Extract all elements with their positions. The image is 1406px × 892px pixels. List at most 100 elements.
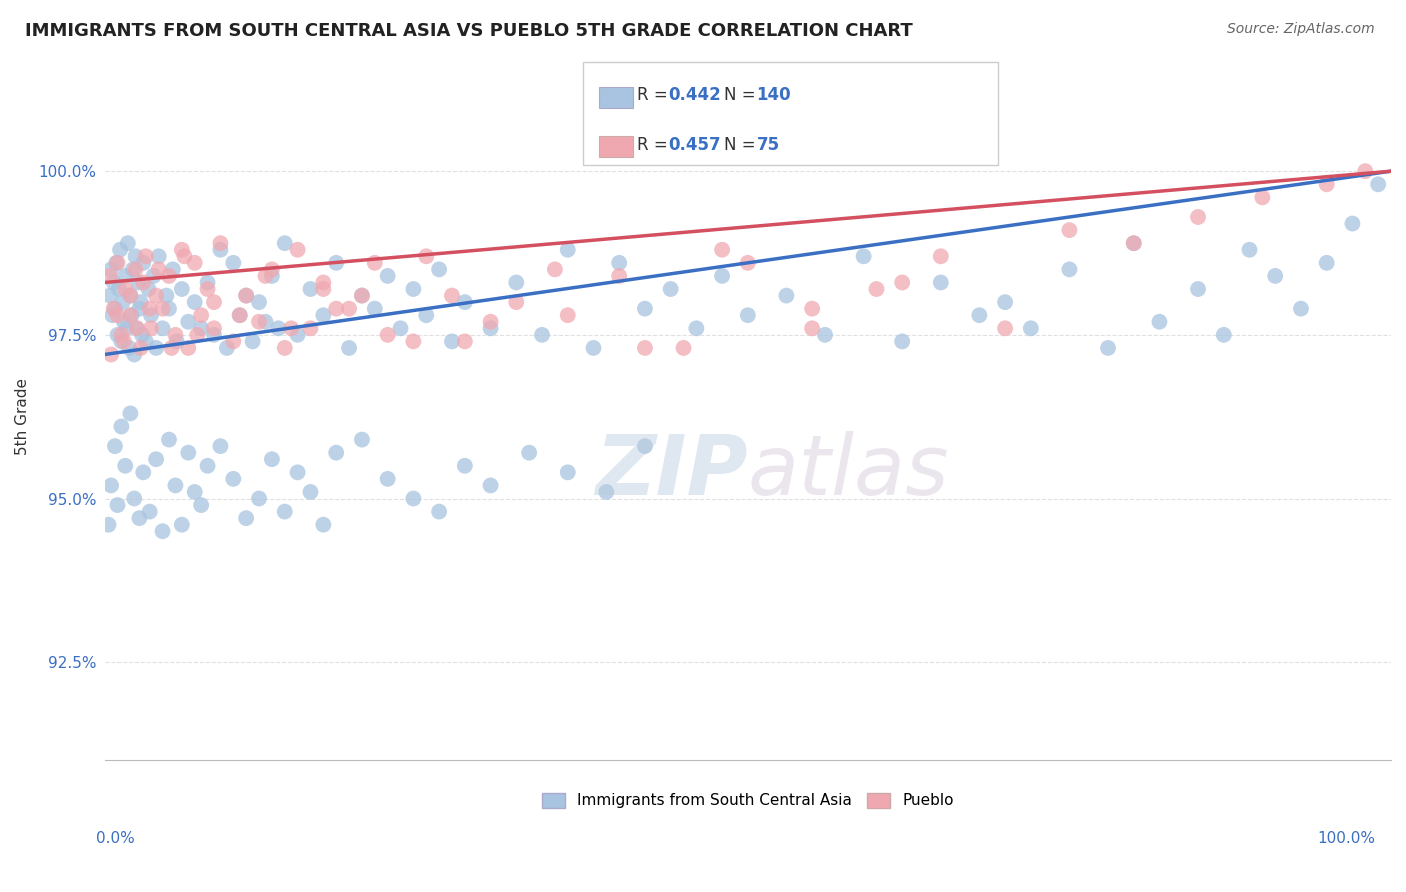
Point: [222, 334, 245, 349]
Point: [124, 262, 146, 277]
Point: [274, 236, 297, 251]
Point: [98, 288, 121, 302]
Point: [389, 321, 412, 335]
Point: [479, 321, 502, 335]
Point: [557, 243, 579, 257]
Point: [108, 282, 131, 296]
Point: [1122, 236, 1144, 251]
Point: [177, 445, 200, 459]
Point: [531, 327, 554, 342]
Point: [801, 301, 824, 316]
Point: [202, 327, 225, 342]
Point: [1097, 341, 1119, 355]
Point: [186, 327, 208, 342]
Point: [517, 445, 540, 459]
Point: [197, 276, 219, 290]
Point: [209, 236, 232, 251]
Point: [197, 282, 219, 296]
Text: 0.457: 0.457: [668, 136, 720, 153]
Point: [377, 472, 399, 486]
Point: [103, 301, 125, 316]
Point: [242, 334, 264, 349]
Point: [165, 327, 187, 342]
Point: [299, 485, 322, 500]
Point: [1239, 243, 1261, 257]
Point: [215, 341, 238, 355]
Point: [364, 256, 387, 270]
Text: 100.0%: 100.0%: [1317, 831, 1375, 847]
Point: [929, 276, 952, 290]
Legend: Immigrants from South Central Asia, Pueblo: Immigrants from South Central Asia, Pueb…: [536, 787, 960, 814]
Point: [377, 268, 399, 283]
Point: [1059, 262, 1081, 277]
Point: [337, 301, 360, 316]
Point: [267, 321, 290, 335]
Text: Source: ZipAtlas.com: Source: ZipAtlas.com: [1227, 22, 1375, 37]
Point: [479, 478, 502, 492]
Point: [312, 517, 335, 532]
Point: [122, 491, 145, 506]
Point: [634, 301, 657, 316]
Point: [202, 321, 225, 335]
Point: [122, 262, 145, 277]
Point: [325, 445, 347, 459]
Point: [737, 308, 759, 322]
Point: [235, 288, 257, 302]
Point: [929, 249, 952, 263]
Point: [865, 282, 887, 296]
Point: [101, 308, 124, 322]
Point: [122, 347, 145, 361]
Text: 0.442: 0.442: [668, 87, 721, 104]
Point: [135, 249, 157, 263]
Point: [190, 321, 212, 335]
Point: [145, 288, 167, 302]
Text: N =: N =: [724, 87, 761, 104]
Point: [100, 262, 122, 277]
Point: [377, 327, 399, 342]
Point: [145, 341, 167, 355]
Point: [209, 243, 232, 257]
Point: [235, 511, 257, 525]
Point: [1341, 217, 1364, 231]
Point: [114, 458, 136, 473]
Point: [544, 262, 567, 277]
Point: [128, 511, 150, 525]
Point: [170, 243, 193, 257]
Point: [138, 301, 160, 316]
Point: [737, 256, 759, 270]
Point: [166, 334, 188, 349]
Point: [142, 268, 165, 283]
Point: [415, 249, 437, 263]
Point: [247, 295, 270, 310]
Point: [148, 249, 170, 263]
Point: [260, 268, 283, 283]
Point: [105, 256, 128, 270]
Point: [247, 315, 270, 329]
Point: [1149, 315, 1171, 329]
Point: [118, 341, 141, 355]
Point: [132, 256, 155, 270]
Point: [229, 308, 252, 322]
Point: [1122, 236, 1144, 251]
Point: [775, 288, 797, 302]
Point: [280, 321, 302, 335]
Point: [350, 433, 373, 447]
Point: [183, 256, 205, 270]
Text: R =: R =: [637, 87, 673, 104]
Point: [114, 282, 136, 296]
Text: 0.0%: 0.0%: [96, 831, 135, 847]
Y-axis label: 5th Grade: 5th Grade: [15, 378, 30, 455]
Point: [107, 308, 129, 322]
Point: [177, 341, 200, 355]
Point: [287, 243, 309, 257]
Text: IMMIGRANTS FROM SOUTH CENTRAL ASIA VS PUEBLO 5TH GRADE CORRELATION CHART: IMMIGRANTS FROM SOUTH CENTRAL ASIA VS PU…: [25, 22, 912, 40]
Point: [891, 276, 914, 290]
Point: [801, 321, 824, 335]
Point: [110, 419, 132, 434]
Point: [152, 301, 174, 316]
Point: [222, 472, 245, 486]
Point: [98, 268, 121, 283]
Point: [479, 315, 502, 329]
Point: [582, 341, 605, 355]
Point: [135, 334, 157, 349]
